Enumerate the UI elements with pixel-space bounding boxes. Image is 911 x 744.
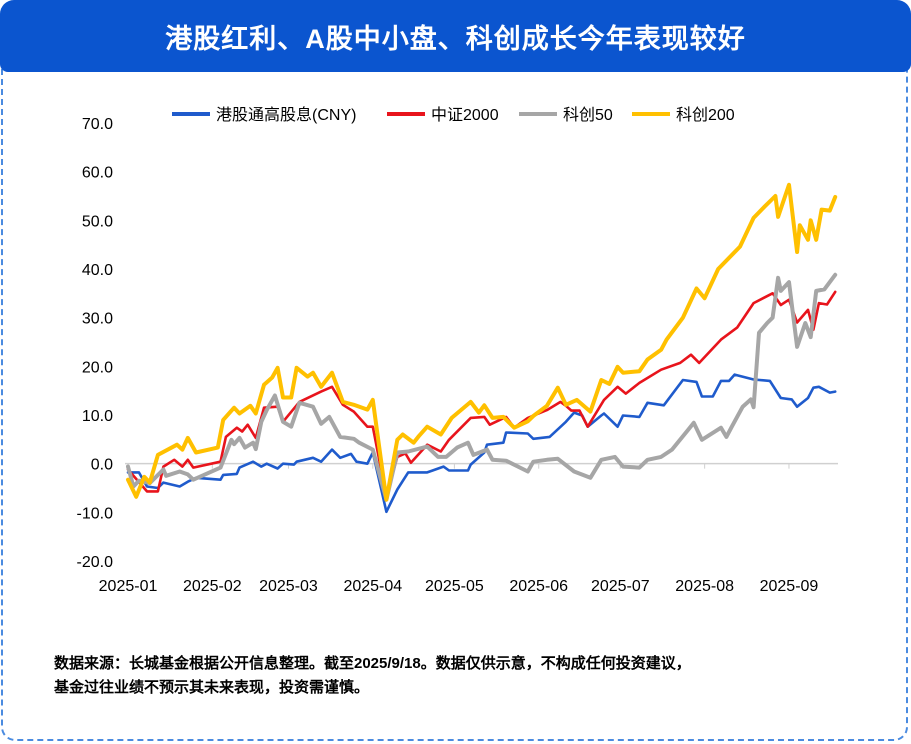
y-tick-label: 0.0 — [91, 457, 113, 474]
x-axis: 2025-01 2025-02 2025-03 2025-04 2025-05 2025-… — [99, 462, 838, 595]
y-axis: 70.0 60.0 50.0 40.0 30.0 20.0 10.0 0.0 -10.0 -20.… — [77, 116, 114, 571]
y-tick-label: -20.0 — [77, 554, 114, 571]
legend-label: 科创200 — [676, 106, 735, 124]
footer-line-1: 数据来源：长城基金根据公开信息整理。截至2025/9/18。数据仅供示意，不构成… — [54, 655, 691, 672]
page-title: 港股红利、A股中小盘、科创成长今年表现较好 — [165, 23, 746, 54]
header-banner: 港股红利、A股中小盘、科创成长今年表现较好 — [0, 0, 911, 72]
x-tick-label: 2025-04 — [343, 578, 402, 595]
legend-label: 科创50 — [563, 106, 613, 124]
legend-label: 港股通高股息(CNY) — [216, 106, 356, 124]
x-tick-label: 2025-07 — [591, 578, 650, 595]
series-line-2 — [126, 272, 838, 502]
line-chart: 港股通高股息(CNY) 中证2000 科创50 科创200 70.0 60.0 50.0 4… — [77, 106, 838, 595]
x-tick-label: 2025-03 — [259, 578, 318, 595]
x-tick-label: 2025-01 — [99, 578, 158, 595]
y-tick-label: 70.0 — [82, 116, 113, 133]
y-tick-label: 60.0 — [82, 165, 113, 182]
series-line-1 — [126, 290, 837, 499]
y-tick-label: -10.0 — [77, 505, 114, 522]
series-line-3 — [126, 182, 838, 502]
x-tick-label: 2025-06 — [509, 578, 568, 595]
series-line-0 — [126, 373, 837, 514]
y-tick-label: 50.0 — [82, 213, 113, 230]
x-tick-label: 2025-05 — [425, 578, 484, 595]
legend: 港股通高股息(CNY) 中证2000 科创50 科创200 — [172, 106, 735, 124]
y-tick-label: 20.0 — [82, 359, 113, 376]
y-tick-label: 40.0 — [82, 262, 113, 279]
series-lines — [126, 182, 838, 514]
y-tick-label: 10.0 — [82, 408, 113, 425]
footer-note: 数据来源：长城基金根据公开信息整理。截至2025/9/18。数据仅供示意，不构成… — [54, 652, 691, 700]
x-tick-label: 2025-02 — [183, 578, 242, 595]
legend-label: 中证2000 — [431, 106, 499, 124]
footer-line-2: 基金过往业绩不预示其未来表现，投资需谨慎。 — [54, 679, 370, 696]
x-tick-label: 2025-09 — [760, 578, 819, 595]
y-tick-label: 30.0 — [82, 311, 113, 328]
x-tick-label: 2025-08 — [675, 578, 734, 595]
